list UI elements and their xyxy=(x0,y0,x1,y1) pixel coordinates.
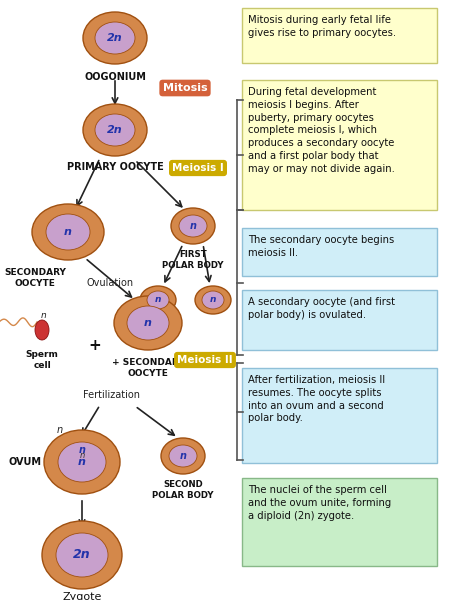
Text: SECONDARY
OOCYTE: SECONDARY OOCYTE xyxy=(4,268,66,288)
Ellipse shape xyxy=(83,104,147,156)
Text: A secondary oocyte (and first
polar body) is ovulated.: A secondary oocyte (and first polar body… xyxy=(248,297,395,320)
FancyBboxPatch shape xyxy=(242,8,437,63)
Ellipse shape xyxy=(58,442,106,482)
Ellipse shape xyxy=(147,291,169,309)
Text: n: n xyxy=(64,227,72,237)
Text: Ovulation: Ovulation xyxy=(86,278,134,288)
Ellipse shape xyxy=(44,430,120,494)
Ellipse shape xyxy=(171,208,215,244)
Text: n: n xyxy=(189,221,197,231)
Text: OVUM: OVUM xyxy=(9,457,41,467)
Text: OOGONIUM: OOGONIUM xyxy=(84,72,146,82)
FancyBboxPatch shape xyxy=(242,290,437,350)
Text: +: + xyxy=(89,337,101,352)
Text: Meiosis II: Meiosis II xyxy=(177,355,233,365)
Text: 2n: 2n xyxy=(73,548,91,562)
Text: The nuclei of the sperm cell
and the ovum unite, forming
a diploid (2n) zygote.: The nuclei of the sperm cell and the ovu… xyxy=(248,485,391,521)
Text: Mitosis during early fetal life
gives rise to primary oocytes.: Mitosis during early fetal life gives ri… xyxy=(248,15,396,38)
Ellipse shape xyxy=(161,438,205,474)
Text: FIRST
POLAR BODY: FIRST POLAR BODY xyxy=(162,250,224,270)
Ellipse shape xyxy=(32,204,104,260)
Text: 2n: 2n xyxy=(107,125,123,135)
Text: n: n xyxy=(155,295,161,304)
Ellipse shape xyxy=(114,296,182,350)
FancyBboxPatch shape xyxy=(242,228,437,276)
Ellipse shape xyxy=(179,215,207,237)
Text: SECOND
POLAR BODY: SECOND POLAR BODY xyxy=(152,480,214,500)
Ellipse shape xyxy=(56,533,108,577)
Text: Zygote: Zygote xyxy=(62,592,102,600)
Ellipse shape xyxy=(202,291,224,309)
Text: Meiosis I: Meiosis I xyxy=(172,163,224,173)
Text: + SECONDARY
OOCYTE: + SECONDARY OOCYTE xyxy=(112,358,184,378)
Text: After fertilization, meiosis II
resumes. The oocyte splits
into an ovum and a se: After fertilization, meiosis II resumes.… xyxy=(248,375,385,424)
Ellipse shape xyxy=(95,22,135,54)
Text: n: n xyxy=(79,451,85,460)
Text: 2n: 2n xyxy=(107,33,123,43)
FancyBboxPatch shape xyxy=(242,478,437,566)
Text: PRIMARY OOCYTE: PRIMARY OOCYTE xyxy=(67,162,163,172)
Ellipse shape xyxy=(95,114,135,146)
Ellipse shape xyxy=(140,286,176,314)
Text: Fertilization: Fertilization xyxy=(84,390,140,400)
Ellipse shape xyxy=(195,286,231,314)
FancyBboxPatch shape xyxy=(242,80,437,210)
Text: n: n xyxy=(78,445,86,455)
Text: Mitosis: Mitosis xyxy=(163,83,207,93)
Text: n: n xyxy=(210,295,216,304)
Text: n: n xyxy=(41,311,47,320)
Text: n: n xyxy=(57,425,63,435)
Ellipse shape xyxy=(83,12,147,64)
Text: n: n xyxy=(180,451,186,461)
Ellipse shape xyxy=(42,521,122,589)
Text: n: n xyxy=(78,457,86,467)
Ellipse shape xyxy=(127,306,169,340)
Text: During fetal development
meiosis I begins. After
puberty, primary oocytes
comple: During fetal development meiosis I begin… xyxy=(248,87,395,174)
Text: The secondary oocyte begins
meiosis II.: The secondary oocyte begins meiosis II. xyxy=(248,235,394,258)
Ellipse shape xyxy=(46,214,90,250)
Ellipse shape xyxy=(169,445,197,467)
Ellipse shape xyxy=(35,320,49,340)
Text: n: n xyxy=(144,318,152,328)
FancyBboxPatch shape xyxy=(242,368,437,463)
Text: Sperm
cell: Sperm cell xyxy=(26,350,58,370)
